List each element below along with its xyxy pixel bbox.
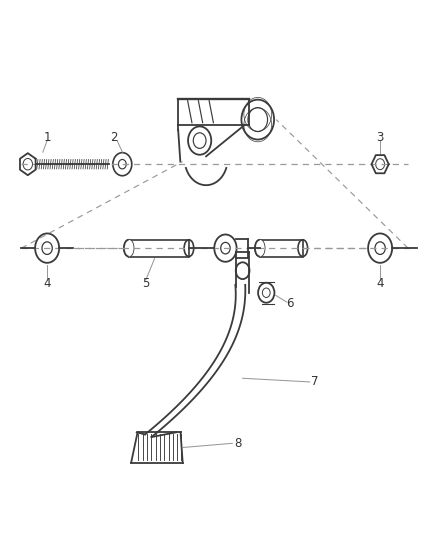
- Text: 4: 4: [376, 277, 384, 290]
- Text: 7: 7: [311, 375, 318, 389]
- Text: 1: 1: [43, 132, 51, 144]
- Text: 5: 5: [142, 277, 150, 290]
- Ellipse shape: [124, 240, 134, 256]
- Text: 4: 4: [43, 277, 51, 290]
- Text: 6: 6: [286, 297, 293, 310]
- FancyBboxPatch shape: [129, 240, 189, 256]
- Text: 3: 3: [376, 132, 384, 144]
- Text: 2: 2: [110, 132, 117, 144]
- Ellipse shape: [255, 240, 265, 256]
- FancyBboxPatch shape: [260, 240, 303, 256]
- Text: 8: 8: [234, 437, 241, 450]
